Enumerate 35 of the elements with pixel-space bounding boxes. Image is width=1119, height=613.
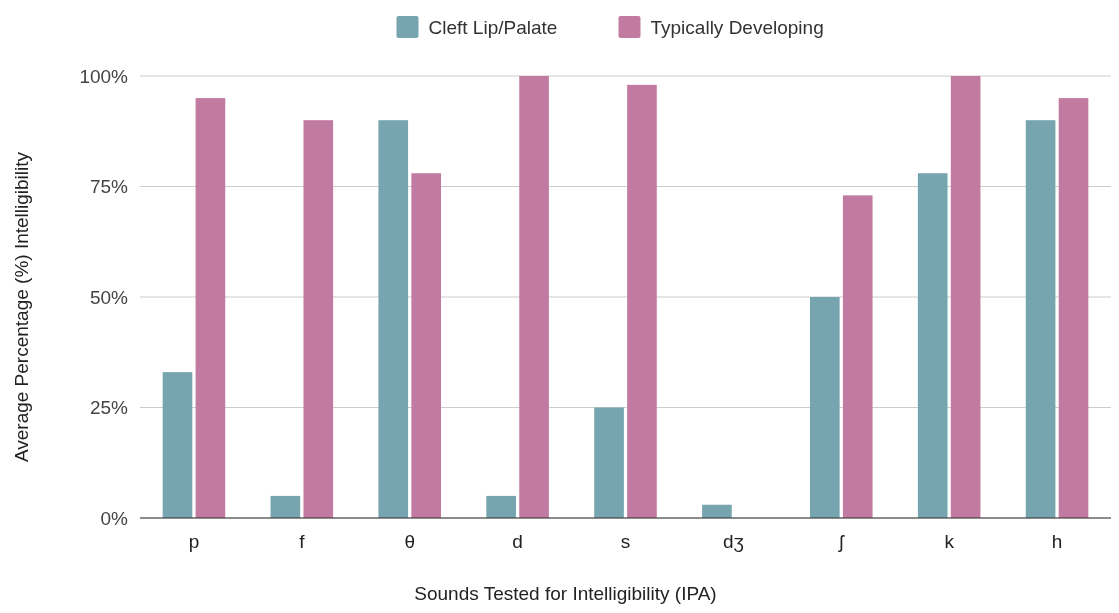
bar <box>809 297 840 518</box>
bar <box>627 84 657 518</box>
bar <box>162 372 193 518</box>
x-tick-label: k <box>944 531 955 552</box>
y-tick-label: 100% <box>79 65 129 87</box>
x-tick-label: dʒ <box>722 531 744 552</box>
x-tick-label: f <box>299 531 306 552</box>
legend-label: Typically Developing <box>650 16 824 38</box>
bar <box>519 76 549 518</box>
legend-label: Cleft Lip/Palate <box>428 16 558 38</box>
y-tick-label: 0% <box>100 507 129 529</box>
bar <box>950 76 981 518</box>
bar <box>486 495 516 518</box>
bar <box>378 120 409 518</box>
x-tick-label: p <box>188 531 200 552</box>
bar <box>842 195 873 518</box>
y-tick-label: 25% <box>89 397 129 419</box>
x-tick-label: ʃ <box>837 531 846 552</box>
bar <box>303 120 334 518</box>
x-tick-label: d <box>512 531 523 552</box>
y-tick-label: 50% <box>89 286 129 308</box>
bar <box>195 98 226 518</box>
bar <box>702 504 732 518</box>
bar <box>270 495 301 518</box>
x-axis-title: Sounds Tested for Intelligibility (IPA) <box>414 583 717 604</box>
bar <box>1058 98 1089 518</box>
bar <box>917 173 948 518</box>
x-tick-label: θ <box>404 531 416 552</box>
bar <box>594 407 624 518</box>
y-tick-label: 75% <box>89 176 129 198</box>
bar <box>1025 120 1056 518</box>
x-tick-label: h <box>1051 531 1063 552</box>
bar <box>411 173 442 518</box>
x-tick-label: s <box>620 531 631 552</box>
y-axis-title: Average Percentage (%) Intelligibility <box>11 151 32 463</box>
